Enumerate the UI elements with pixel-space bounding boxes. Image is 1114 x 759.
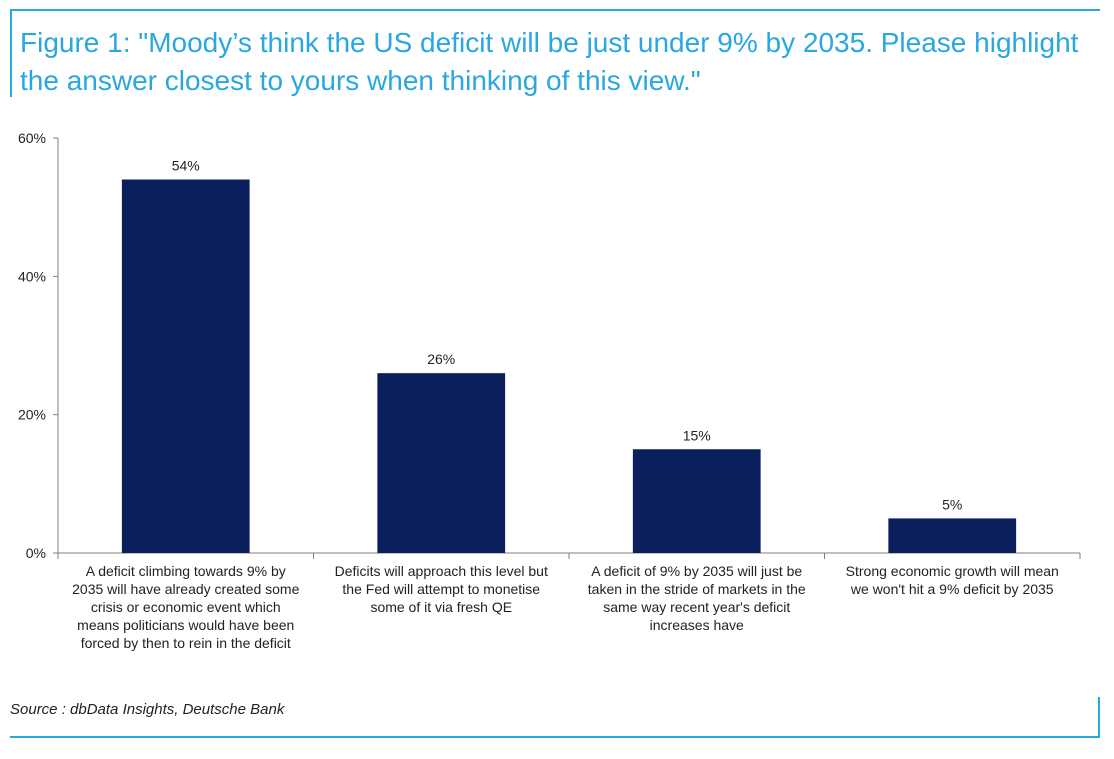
bar: [888, 518, 1017, 553]
x-category-label-line: A deficit of 9% by 2035 will just be: [591, 563, 802, 579]
x-category-label-line: some of it via fresh QE: [370, 599, 512, 615]
source-note: Source : dbData Insights, Deutsche Bank: [10, 701, 285, 718]
frame-right-rule: [1098, 697, 1100, 738]
frame-left-rule: [10, 9, 12, 97]
figure-title: Figure 1: "Moody’s think the US deficit …: [20, 27, 1079, 96]
x-category-label: A deficit climbing towards 9% by 2035 wil…: [72, 563, 299, 651]
bar: [632, 449, 761, 553]
data-label: 26%: [427, 351, 455, 367]
x-category-label-line: forced by then to rein in the deficit: [81, 635, 291, 651]
frame-top-rule: [10, 9, 1100, 11]
bar: [121, 179, 250, 553]
data-label: 5%: [942, 496, 962, 512]
x-category-label-line: crisis or economic event which: [91, 599, 281, 615]
bar: [377, 373, 506, 553]
x-category-label-line: 2035 will have already created some: [72, 581, 299, 597]
y-tick-label: 20%: [18, 407, 46, 423]
x-category-label: Strong economic growth will mean we won't…: [846, 563, 1059, 597]
x-category-label-line: same way recent year's deficit: [603, 599, 790, 615]
data-label: 54%: [172, 158, 200, 174]
x-category-label-line: taken in the stride of markets in the: [588, 581, 806, 597]
bar-chart: 0% 20% 40% 60% 54% A deficit climbing towards…: [18, 130, 1081, 651]
y-tick-label: 40%: [18, 268, 46, 284]
y-tick-label: 60%: [18, 130, 46, 146]
x-category-label-line: we won't hit a 9% deficit by 2035: [850, 581, 1054, 597]
x-category-label: A deficit of 9% by 2035 will just be take…: [588, 563, 806, 633]
x-category-label: Deficits will approach this level but the…: [335, 563, 548, 615]
x-category-label-line: A deficit climbing towards 9% by: [86, 563, 286, 579]
x-category-label-line: Strong economic growth will mean: [846, 563, 1059, 579]
data-label: 15%: [683, 427, 711, 443]
x-category-label-line: means politicians would have been: [77, 617, 294, 633]
x-category-label-line: Deficits will approach this level but: [335, 563, 548, 579]
x-category-label-line: increases have: [650, 617, 744, 633]
frame-bottom-rule: [10, 736, 1100, 738]
y-tick-label: 0%: [26, 545, 46, 561]
x-category-label-line: the Fed will attempt to monetise: [342, 581, 540, 597]
